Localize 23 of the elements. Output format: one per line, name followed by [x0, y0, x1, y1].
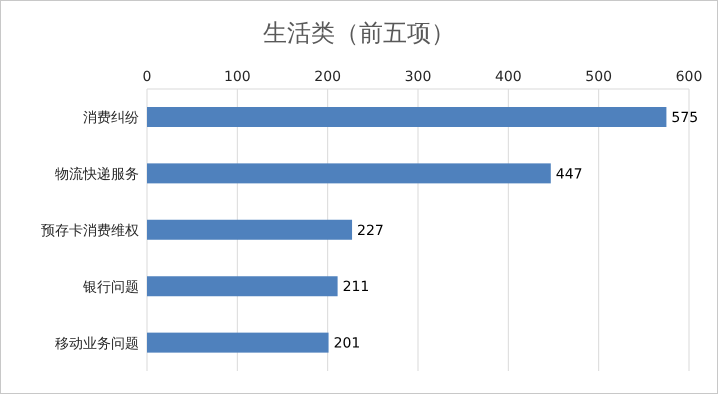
x-tick-label: 600 [676, 69, 702, 85]
x-tick-label: 500 [585, 69, 612, 85]
x-tick-label: 200 [314, 69, 342, 85]
bar [147, 163, 551, 184]
y-tick-label: 预存卡消费维权 [41, 222, 139, 239]
x-tick-label: 0 [142, 69, 152, 85]
data-label: 575 [671, 110, 698, 126]
bar [147, 107, 666, 127]
data-label: 447 [556, 166, 583, 182]
bar [147, 332, 329, 353]
data-label: 201 [334, 336, 360, 352]
chart-title: 生活类（前五项） [262, 18, 456, 49]
y-tick-label: 移动业务问题 [55, 336, 139, 352]
x-tick-label: 300 [404, 69, 432, 85]
bar [147, 220, 352, 240]
x-tick-label: 100 [224, 69, 251, 85]
y-tick-label: 银行问题 [82, 279, 139, 296]
data-label: 211 [342, 279, 370, 296]
x-tick-label: 400 [494, 69, 522, 85]
y-tick-label: 消费纠纷 [83, 110, 139, 126]
bar [147, 276, 338, 296]
data-label: 227 [357, 222, 384, 239]
y-tick-label: 物流快递服务 [55, 166, 139, 183]
